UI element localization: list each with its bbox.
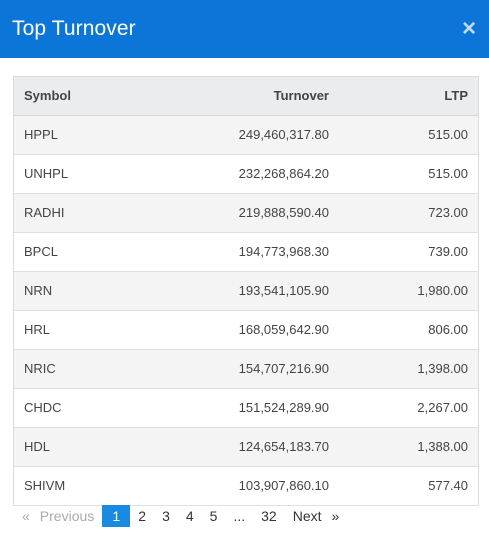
table-header-row: Symbol Turnover LTP [14, 77, 478, 116]
turnover-table-container: Symbol Turnover LTP HPPL 249,460,317.80 … [13, 76, 479, 506]
column-header-ltp[interactable]: LTP [339, 77, 478, 116]
cell-turnover: 232,268,864.20 [238, 166, 329, 181]
next-page-button[interactable]: Next » [285, 505, 348, 527]
table-row[interactable]: HRL 168,059,642.90 806.00 [14, 310, 478, 349]
cell-symbol: NRN [24, 283, 53, 298]
page-button-32[interactable]: 32 [261, 508, 277, 524]
next-label: Next [292, 508, 322, 524]
cell-ltp: 739.00 [428, 244, 468, 259]
pagination: « Previous 1 2 3 4 5 ... 32 Next » [14, 505, 347, 527]
page-ellipsis: ... [233, 508, 246, 524]
page-button-5[interactable]: 5 [209, 508, 218, 524]
table-row[interactable]: HDL 124,654,183.70 1,388.00 [14, 427, 478, 466]
cell-turnover: 103,907,860.10 [238, 478, 329, 493]
cell-turnover: 219,888,590.40 [238, 205, 329, 220]
column-header-symbol[interactable]: Symbol [14, 77, 144, 116]
cell-ltp: 2,267.00 [417, 400, 468, 415]
table-row[interactable]: SHIVM 103,907,860.10 577.40 [14, 466, 478, 505]
cell-turnover: 194,773,968.30 [238, 244, 329, 259]
cell-ltp: 1,388.00 [417, 439, 468, 454]
page-button-4[interactable]: 4 [185, 508, 194, 524]
table-body: HPPL 249,460,317.80 515.00 UNHPL 232,268… [14, 115, 478, 505]
cell-ltp: 723.00 [428, 205, 468, 220]
cell-ltp: 806.00 [428, 322, 468, 337]
cell-turnover: 193,541,105.90 [238, 283, 329, 298]
cell-symbol: UNHPL [24, 166, 69, 181]
page-button-3[interactable]: 3 [162, 508, 170, 524]
cell-symbol: HDL [24, 439, 51, 454]
cell-ltp: 1,398.00 [417, 361, 468, 376]
cell-turnover: 151,524,289.90 [238, 400, 329, 415]
table-row[interactable]: HPPL 249,460,317.80 515.00 [14, 115, 478, 154]
turnover-table: Symbol Turnover LTP HPPL 249,460,317.80 … [14, 77, 478, 506]
table-row[interactable]: UNHPL 232,268,864.20 515.00 [14, 154, 478, 193]
cell-ltp: 577.40 [428, 478, 468, 493]
page-button-1[interactable]: 1 [102, 505, 131, 527]
table-header: Symbol Turnover LTP [14, 77, 478, 116]
cell-ltp: 1,980.00 [417, 283, 468, 298]
table-row[interactable]: RADHI 219,888,590.40 723.00 [14, 193, 478, 232]
cell-symbol: SHIVM [24, 478, 66, 493]
modal-title: Top Turnover [12, 17, 136, 40]
page-button-2[interactable]: 2 [138, 508, 147, 524]
previous-label: Previous [39, 508, 95, 524]
close-icon[interactable]: × [461, 15, 476, 42]
cell-symbol: CHDC [24, 400, 62, 415]
table-row[interactable]: NRIC 154,707,216.90 1,398.00 [14, 349, 478, 388]
cell-symbol: NRIC [24, 361, 56, 376]
table-row[interactable]: NRN 193,541,105.90 1,980.00 [14, 271, 478, 310]
cell-symbol: HPPL [24, 127, 58, 142]
table-row[interactable]: BPCL 194,773,968.30 739.00 [14, 232, 478, 271]
previous-page-button[interactable]: « Previous [14, 505, 102, 527]
cell-turnover: 124,654,183.70 [238, 439, 329, 454]
cell-turnover: 154,707,216.90 [238, 361, 329, 376]
modal-header: Top Turnover × [0, 0, 489, 58]
double-chevron-right-icon: » [331, 508, 340, 524]
cell-symbol: RADHI [24, 205, 65, 220]
double-chevron-left-icon: « [22, 508, 30, 524]
cell-ltp: 515.00 [428, 127, 468, 142]
cell-turnover: 168,059,642.90 [238, 322, 329, 337]
column-header-turnover[interactable]: Turnover [144, 77, 339, 116]
cell-ltp: 515.00 [428, 166, 468, 181]
cell-turnover: 249,460,317.80 [238, 127, 329, 142]
cell-symbol: HRL [24, 322, 51, 337]
cell-symbol: BPCL [24, 244, 58, 259]
table-row[interactable]: CHDC 151,524,289.90 2,267.00 [14, 388, 478, 427]
